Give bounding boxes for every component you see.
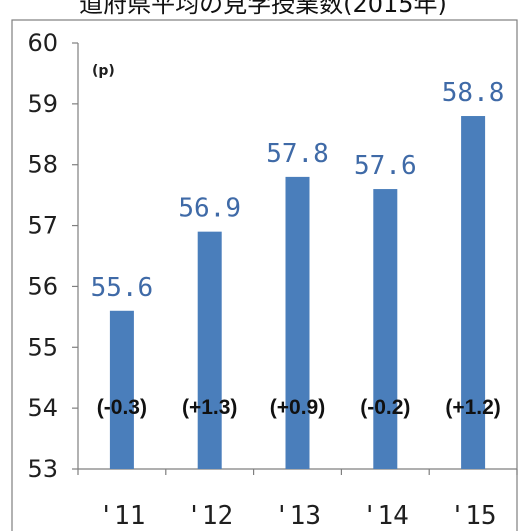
x-axis: '11 '12 '13 '14 '15: [77, 468, 518, 531]
change-label: (+0.9): [270, 396, 325, 419]
x-tick-label: '13: [274, 501, 321, 531]
y-tick-label: 60: [27, 29, 58, 57]
y-axis: 53 54 55 56 57 58 59 60: [27, 29, 79, 483]
y-tick-label: 53: [27, 455, 58, 483]
value-label: 55.6: [91, 273, 154, 303]
value-label: 58.8: [442, 78, 505, 108]
y-tick-label: 59: [27, 90, 58, 118]
change-label: (-0.3): [97, 396, 147, 419]
chart-frame: [11, 19, 518, 531]
x-tick-label: '14: [362, 501, 409, 531]
value-label: 56.9: [178, 194, 241, 224]
y-tick-label: 56: [27, 272, 58, 300]
data-labels: 55.6 (-0.3) 56.9 (+1.3) 57.8 (+0.9) 57.6 (-0.2)…: [91, 78, 505, 419]
bar: [461, 116, 486, 470]
chart-title-partial: 道府県平均の見学授業数(2015年): [79, 0, 447, 18]
value-label: 57.8: [266, 139, 329, 169]
x-tick-label: '12: [186, 501, 233, 531]
x-tick-label: '11: [98, 501, 145, 531]
bar: [197, 231, 222, 469]
y-tick-label: 57: [27, 212, 58, 240]
y-tick-label: 55: [27, 333, 58, 361]
unit-label: (p): [92, 63, 115, 79]
change-label: (-0.2): [360, 396, 410, 419]
bars: [109, 116, 486, 470]
change-label: (+1.2): [445, 396, 500, 419]
bar: [109, 310, 134, 469]
bar: [285, 176, 310, 469]
change-label: (+1.3): [182, 396, 237, 419]
x-tick-label: '15: [450, 501, 497, 531]
y-tick-label: 54: [27, 394, 58, 422]
value-label: 57.6: [354, 151, 417, 181]
y-tick-label: 58: [27, 151, 58, 179]
bar: [373, 189, 398, 470]
